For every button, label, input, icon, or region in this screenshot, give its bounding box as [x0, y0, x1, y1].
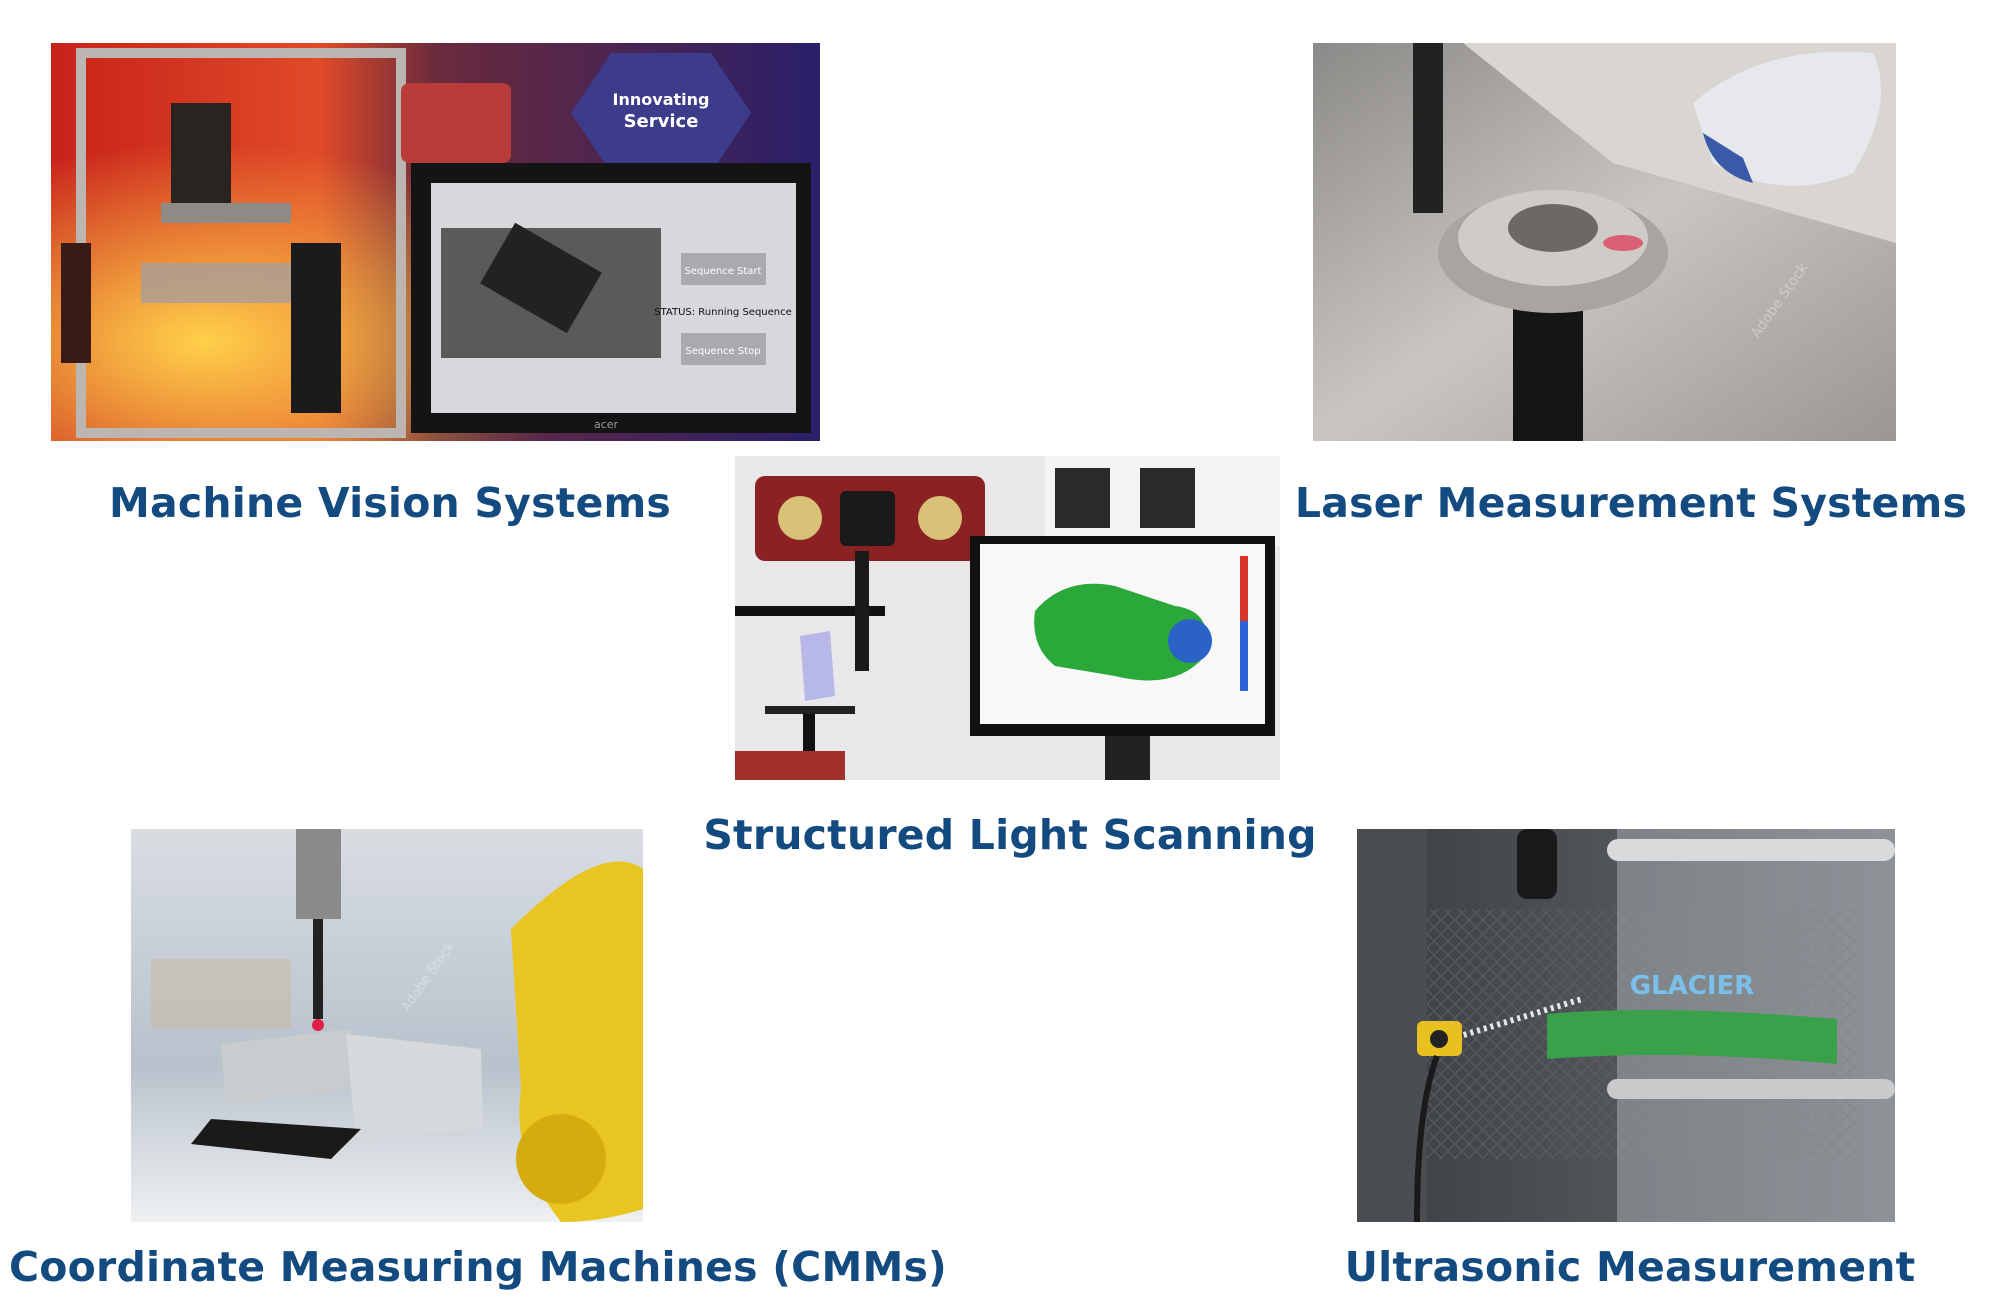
caption-cmm: Coordinate Measuring Machines (CMMs) [9, 1243, 947, 1291]
caption-laser-measurement: Laser Measurement Systems [1294, 479, 1968, 527]
sequence-start-text: Sequence Start [685, 266, 762, 277]
cmm-photo: Adobe Stock [131, 829, 643, 1222]
sequence-stop-text: Sequence Stop [685, 346, 760, 357]
monitor-brand-text: acer [594, 418, 619, 431]
film-label-text: GLACIER [1630, 971, 1755, 1001]
caption-machine-vision: Machine Vision Systems [108, 479, 672, 527]
caption-ultrasonic: Ultrasonic Measurement [1344, 1243, 1916, 1291]
ultrasonic-measurement-photo: GLACIER [1357, 829, 1895, 1222]
status-text: STATUS: Running Sequence [654, 307, 792, 318]
poster-subtitle-text: Service [624, 111, 699, 132]
laser-measurement-photo: Adobe Stock [1313, 43, 1896, 441]
poster-title-text: Innovating [613, 90, 710, 109]
caption-structured-light: Structured Light Scanning [703, 811, 1317, 859]
structured-light-photo [735, 456, 1280, 780]
machine-vision-photo: Innovating Service Sequence Start STATUS… [51, 43, 820, 441]
